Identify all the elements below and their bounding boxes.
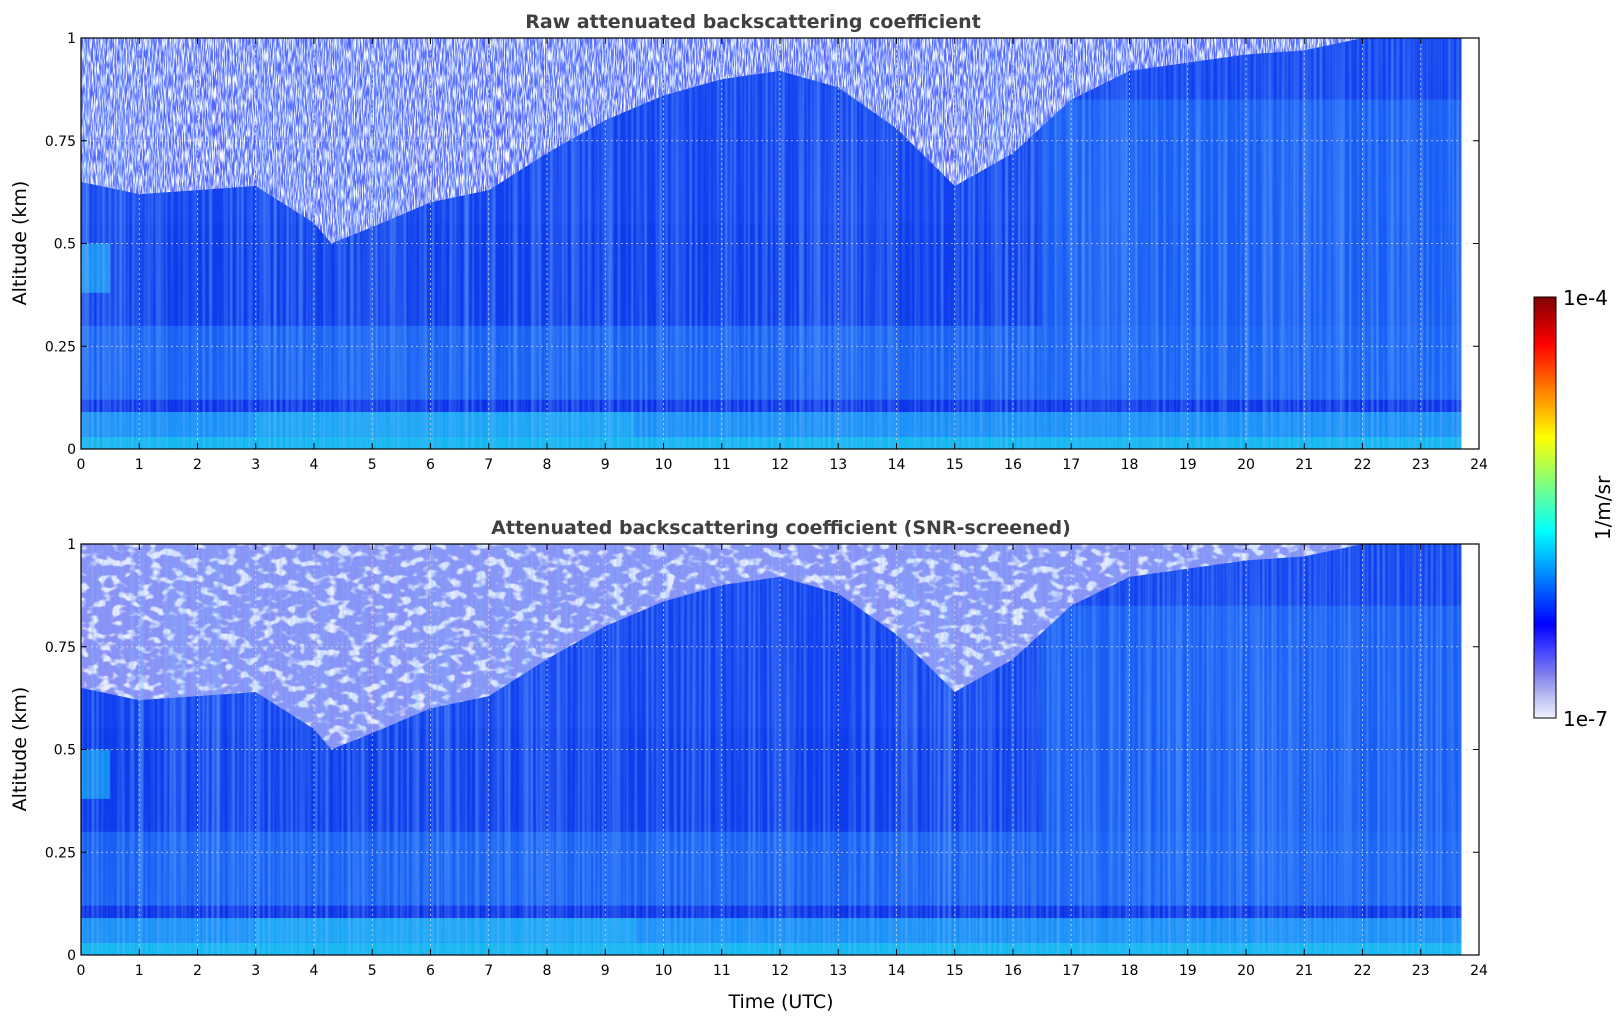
panel-screened-xlabel: Time (UTC) [727,991,833,1013]
y-tick-label: 0.25 [45,339,76,355]
x-tick-label: 7 [484,963,493,979]
x-tick-label: 11 [713,963,731,979]
y-tick-label: 0 [67,948,76,964]
panel-raw-y-ticks: 0 0.25 0.5 0.75 1 [45,31,1479,458]
x-tick-label: 0 [77,963,86,979]
x-tick-label: 23 [1412,963,1430,979]
x-tick-label: 13 [829,963,847,979]
x-tick-label: 24 [1470,963,1488,979]
panel-raw-plot: 0 1 2 3 4 5 6 7 8 9 10 11 12 13 14 15 16 17 18 19 20 21 22 23 24… [45,31,1488,473]
x-tick-label: 3 [251,963,260,979]
y-tick-label: 1 [67,31,76,47]
x-tick-label: 21 [1295,963,1313,979]
x-tick-label: 15 [946,963,964,979]
y-tick-label: 0.25 [45,845,76,861]
x-tick-label: 1 [135,963,144,979]
panel-screened-plot: 0 1 2 3 4 5 6 7 8 9 10 11 12 13 14 15 16 17 18 19 20 21 22 23 24… [45,537,1488,979]
x-tick-label: 18 [1121,963,1139,979]
y-tick-label: 0.75 [45,640,76,656]
x-tick-label: 6 [426,963,435,979]
x-tick-label: 2 [193,457,202,473]
x-tick-label: 8 [543,963,552,979]
y-tick-label: 0.5 [54,743,76,759]
x-tick-label: 10 [655,457,673,473]
x-tick-label: 4 [310,963,319,979]
x-tick-label: 0 [77,457,86,473]
panel-screened: Attenuated backscattering coefficient (S… [9,517,1488,1013]
x-tick-label: 3 [251,457,260,473]
x-tick-label: 14 [888,457,906,473]
x-tick-label: 1 [135,457,144,473]
x-tick-label: 5 [368,963,377,979]
x-tick-label: 19 [1179,963,1197,979]
x-tick-label: 24 [1470,457,1488,473]
x-tick-label: 19 [1179,457,1197,473]
x-tick-label: 16 [1004,457,1022,473]
x-tick-label: 9 [601,457,610,473]
x-tick-label: 20 [1237,457,1255,473]
panel-raw-grid [81,38,1479,449]
panel-screened-grid [81,544,1479,955]
x-tick-label: 14 [888,963,906,979]
x-tick-label: 13 [829,457,847,473]
y-tick-label: 0 [67,442,76,458]
x-tick-label: 22 [1354,457,1372,473]
x-tick-label: 21 [1295,457,1313,473]
x-tick-label: 17 [1062,963,1080,979]
x-tick-label: 8 [543,457,552,473]
panel-raw-ylabel: Altitude (km) [9,181,31,306]
x-tick-label: 4 [310,457,319,473]
x-tick-label: 6 [426,457,435,473]
colorbar-unit-label: 1/m/sr [1591,475,1615,540]
y-tick-label: 1 [67,537,76,553]
x-tick-label: 10 [655,963,673,979]
panel-raw: Raw attenuated backscattering coefficien… [9,11,1488,473]
x-tick-label: 18 [1121,457,1139,473]
x-tick-label: 12 [771,457,789,473]
colorbar: 1e-4 1e-7 1/m/sr [1533,286,1615,731]
x-tick-label: 22 [1354,963,1372,979]
panel-screened-ylabel: Altitude (km) [9,687,31,812]
x-tick-label: 12 [771,963,789,979]
x-tick-label: 20 [1237,963,1255,979]
x-tick-label: 15 [946,457,964,473]
x-tick-label: 2 [193,963,202,979]
colorbar-gradient [1533,296,1557,719]
panel-raw-x-ticks: 0 1 2 3 4 5 6 7 8 9 10 11 12 13 14 15 16 17 18 19 20 21 22 23 24 [77,38,1488,473]
x-tick-label: 16 [1004,963,1022,979]
y-tick-label: 0.75 [45,134,76,150]
colorbar-max-label: 1e-4 [1563,286,1608,310]
y-tick-label: 0.5 [54,237,76,253]
x-tick-label: 5 [368,457,377,473]
colorbar-min-label: 1e-7 [1563,707,1608,731]
x-tick-label: 23 [1412,457,1430,473]
panel-screened-title: Attenuated backscattering coefficient (S… [491,517,1071,539]
x-tick-label: 9 [601,963,610,979]
x-tick-label: 11 [713,457,731,473]
panel-screened-y-ticks: 0 0.25 0.5 0.75 1 [45,537,1479,964]
panel-raw-title: Raw attenuated backscattering coefficien… [525,11,981,33]
panel-screened-x-ticks: 0 1 2 3 4 5 6 7 8 9 10 11 12 13 14 15 16 17 18 19 20 21 22 23 24 [77,544,1488,979]
x-tick-label: 7 [484,457,493,473]
x-tick-label: 17 [1062,457,1080,473]
